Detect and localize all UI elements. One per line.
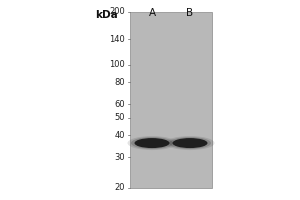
Ellipse shape: [172, 138, 208, 148]
Text: 40: 40: [115, 131, 125, 140]
Ellipse shape: [134, 138, 170, 148]
Text: 50: 50: [115, 113, 125, 122]
Text: 80: 80: [114, 78, 125, 87]
Ellipse shape: [169, 137, 211, 149]
Text: A: A: [148, 8, 156, 18]
Text: 200: 200: [109, 7, 125, 16]
Text: 140: 140: [109, 35, 125, 44]
Ellipse shape: [131, 137, 173, 149]
Text: 30: 30: [114, 153, 125, 162]
Text: B: B: [186, 8, 194, 18]
Ellipse shape: [166, 136, 214, 150]
Bar: [130, 12, 212, 188]
Text: 20: 20: [115, 183, 125, 192]
Ellipse shape: [128, 136, 176, 150]
Text: kDa: kDa: [95, 10, 118, 20]
Text: 100: 100: [109, 60, 125, 69]
Text: 60: 60: [114, 100, 125, 109]
